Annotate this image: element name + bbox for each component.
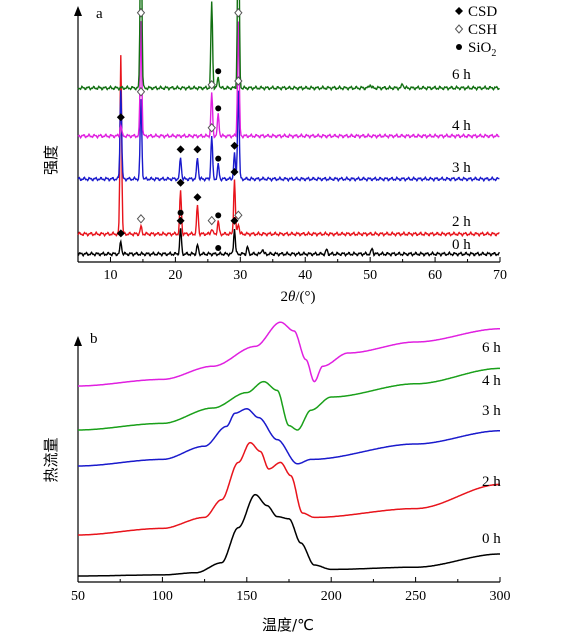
csd-marker (230, 141, 239, 150)
csh-marker (136, 214, 146, 224)
panel-b-series-label: 0 h (482, 531, 501, 547)
panel-b-series-label: 2 h (482, 474, 501, 490)
panel-a-series (77, 0, 501, 258)
csh-marker (207, 123, 216, 133)
panel-a-series-line (77, 228, 501, 258)
sio2-marker (215, 68, 222, 75)
panel-b-x-tick-label: 300 (490, 589, 511, 604)
csh-marker (136, 87, 146, 97)
panel-b-y-arrow (74, 336, 82, 346)
sio2-marker (215, 105, 222, 112)
panel-a-series-label: 2 h (452, 214, 471, 230)
panel-a-legend-label: SiO2 (468, 40, 496, 59)
panel-a-series-line (77, 21, 500, 140)
csd-marker (116, 229, 125, 238)
panel-a-series-line (77, 55, 500, 238)
panel-b-series-label: 4 h (482, 373, 501, 389)
panel-a-axes: 10 20 30 40 50 60 70 (74, 6, 507, 283)
panel-b-series-line (78, 408, 500, 467)
csd-marker (455, 7, 463, 15)
panel-a-x-tick-label: 50 (363, 268, 377, 283)
panel-a-legend: CSD CSH SiO2 (454, 4, 497, 59)
sio2-marker (215, 212, 222, 219)
panel-b-letter: b (90, 331, 98, 347)
panel-a-series-line (77, 0, 500, 92)
csh-marker (234, 8, 243, 18)
panel-a-series-label: 6 h (452, 67, 471, 83)
panel-a-ylabel: 强度 (42, 145, 60, 175)
sio2-marker (215, 245, 222, 251)
csh-marker (234, 76, 243, 86)
csd-marker (176, 216, 185, 225)
panel-b-ylabel: 热流量 (42, 437, 60, 482)
panel-b-x-tick-label: 200 (321, 589, 342, 604)
panel-a-series-labels: 0 h 2 h 3 h 4 h 6 h (452, 67, 471, 253)
panel-a-y-arrow (74, 6, 82, 16)
panel-a-letter: a (96, 6, 103, 22)
panel-a-x-tick-label: 60 (428, 268, 442, 283)
panel-a-series-label: 0 h (452, 237, 471, 253)
panel-a-series-label: 3 h (452, 160, 471, 176)
panel-a-xrd-chart: a 10 20 30 40 50 60 70 0 h 2 h 3 h 4 h 6 h CSD CSH S… (42, 0, 507, 305)
csd-marker (230, 216, 239, 225)
sio2-marker (215, 155, 222, 162)
panel-a-x-tick-label: 20 (168, 268, 182, 283)
csh-marker (136, 8, 146, 18)
panel-b-series (78, 321, 500, 577)
panel-a-legend-subscript: 2 (491, 48, 496, 59)
panel-a-series-line (77, 90, 500, 183)
panel-b-series-line (78, 493, 500, 577)
sio2-marker (177, 209, 184, 216)
csh-marker (454, 24, 464, 34)
panel-b-axes: 50 100 150 200 250 300 (71, 336, 511, 604)
panel-a-series-label: 4 h (452, 118, 471, 134)
csh-marker (207, 80, 216, 90)
panel-b-x-tick-label: 250 (405, 589, 426, 604)
csh-marker (207, 215, 216, 226)
panel-a-x-tick-label: 40 (298, 268, 312, 283)
panel-a-legend-label: CSD (468, 4, 497, 20)
panel-b-x-tick-label: 150 (236, 589, 257, 604)
panel-b-series-labels: 0 h 2 h 3 h 4 h 6 h (482, 340, 501, 547)
panel-b-x-tick-label: 50 (71, 589, 85, 604)
csd-marker (176, 178, 185, 187)
panel-b-x-tick-label: 100 (152, 589, 173, 604)
panel-a-x-tick-label: 70 (493, 268, 507, 283)
panel-a-x-tick-label: 30 (233, 268, 247, 283)
panel-a-xlabel: 2θ/(°) (280, 289, 315, 305)
panel-b-series-line (78, 367, 500, 431)
panel-b-series-line (78, 321, 500, 387)
panel-b-xlabel: 温度/℃ (262, 616, 314, 634)
csd-marker (176, 145, 185, 154)
panel-b-series-label: 6 h (482, 340, 501, 356)
csd-marker (193, 193, 202, 202)
csd-marker (193, 145, 202, 154)
sio2-marker (456, 44, 462, 50)
panel-a-x-tick-label: 10 (103, 268, 117, 283)
csh-marker (234, 210, 243, 220)
csd-marker (230, 167, 239, 176)
panel-b-series-line (78, 441, 500, 536)
panel-b-dsc-chart: b 50 100 150 200 250 300 0 h2 h3 h4 h6 h 热流量 … (42, 321, 511, 634)
panel-b-series-label: 3 h (482, 403, 501, 419)
panel-a-legend-label: CSH (468, 22, 497, 38)
csd-marker (116, 113, 125, 122)
panel-a-markers (116, 8, 243, 251)
